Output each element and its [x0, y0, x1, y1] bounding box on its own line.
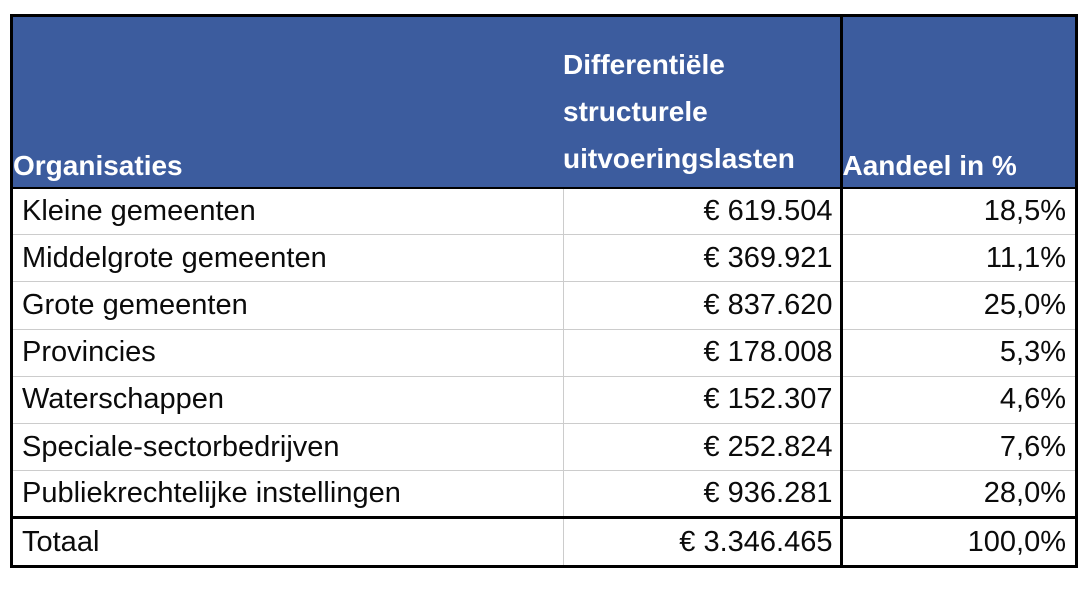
- table-header-row: Organisaties Differentiële structurele u…: [13, 17, 1075, 189]
- table-row: Grote gemeenten € 837.620 25,0%: [13, 281, 1075, 330]
- table-row: Speciale-sectorbedrijven € 252.824 7,6%: [13, 422, 1075, 471]
- share-cell: 18,5%: [983, 194, 1066, 227]
- header-line-2: structurele: [563, 95, 708, 127]
- org-cell: Middelgrote gemeenten: [13, 234, 564, 282]
- table-row: Middelgrote gemeenten € 369.921 11,1%: [13, 234, 1075, 282]
- org-cell: Waterschappen: [13, 375, 564, 424]
- amount-cell: € 252.824: [563, 422, 843, 471]
- share-cell: 7,6%: [841, 422, 1075, 471]
- amount-cell: € 619.504: [563, 187, 843, 235]
- cost-share-table-container: Organisaties Differentiële structurele u…: [10, 14, 1078, 568]
- header-line-1: Differentiële: [563, 48, 725, 80]
- org-cell: Provincies: [13, 328, 564, 377]
- amount-cell: € 369.921: [563, 234, 843, 282]
- cost-share-table: Organisaties Differentiële structurele u…: [13, 17, 1075, 565]
- table-row: Provincies € 178.008 5,3%: [13, 328, 1075, 377]
- header-differentiele-structurele-uitvoeringslasten: Differentiële structurele uitvoeringslas…: [563, 17, 843, 189]
- share-cell: 11,1%: [841, 234, 1075, 282]
- amount-cell: € 152.307: [563, 375, 843, 424]
- table-row: Publiekrechtelijke instellingen € 936.28…: [13, 470, 1075, 518]
- org-cell: Grote gemeenten: [13, 281, 564, 330]
- share-cell: 25,0%: [841, 281, 1075, 330]
- total-label-cell: Totaal: [13, 516, 564, 565]
- table-total-row: Totaal € 3.346.465 100,0%: [13, 516, 1075, 565]
- total-amount-cell: € 3.346.465: [563, 516, 843, 565]
- amount-cell: € 178.008: [563, 328, 843, 377]
- share-cell: 28,0%: [841, 470, 1075, 518]
- org-cell: Speciale-sectorbedrijven: [13, 422, 564, 471]
- header-organisaties: Organisaties: [13, 17, 563, 189]
- org-cell: Publiekrechtelijke instellingen: [13, 470, 564, 518]
- org-cell: Kleine gemeenten: [13, 187, 564, 235]
- total-share-cell: 100,0%: [841, 516, 1075, 565]
- share-cell: 4,6%: [841, 375, 1075, 424]
- header-line-3: uitvoeringslasten: [563, 142, 795, 174]
- table-row: Kleine gemeenten € 619.504 18,5%: [13, 187, 1075, 235]
- table-row: Waterschappen € 152.307 4,6%: [13, 375, 1075, 424]
- amount-cell: € 837.620: [563, 281, 843, 330]
- header-aandeel-in-pct: Aandeel in %: [841, 17, 1075, 189]
- amount-cell: € 936.281: [563, 470, 843, 518]
- share-cell: 5,3%: [841, 328, 1075, 377]
